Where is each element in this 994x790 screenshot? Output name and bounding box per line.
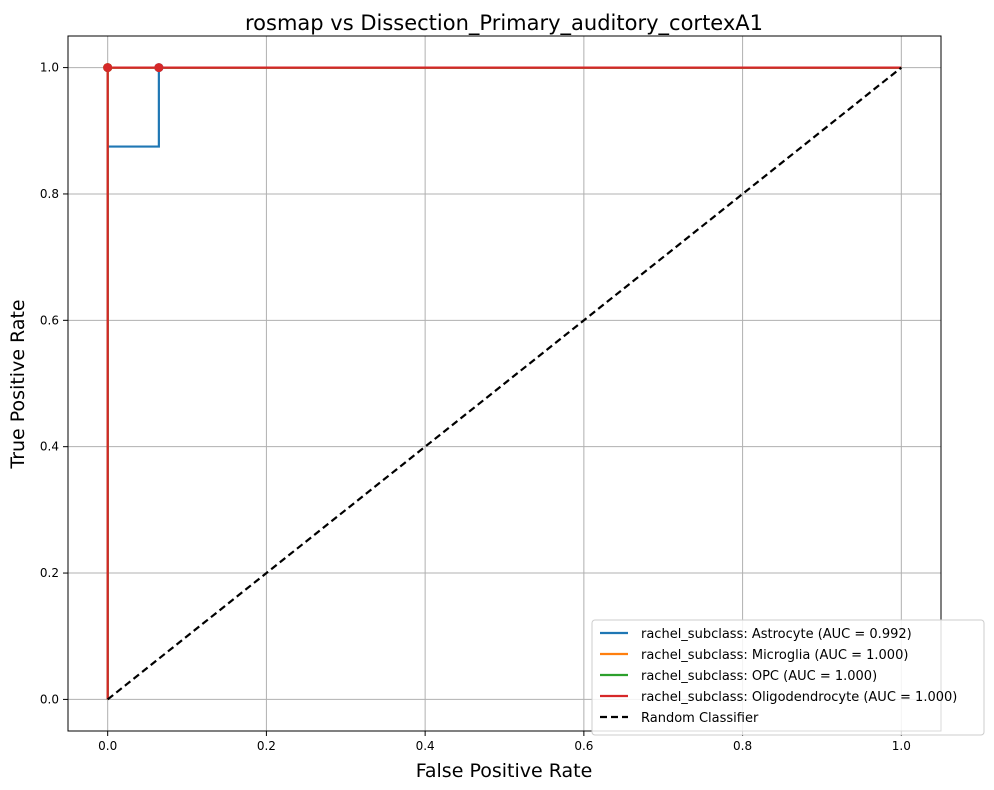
legend-entry-label: rachel_subclass: OPC (AUC = 1.000): [641, 669, 877, 684]
legend-box: [591, 619, 985, 736]
legend-entry-label: Random Classifier: [641, 711, 759, 726]
legend-entry-label: rachel_subclass: Oligodendrocyte (AUC = …: [641, 690, 957, 705]
plot-frame: [67, 35, 942, 732]
x-tick-label: 0.4: [416, 739, 435, 753]
y-tick-label: 0.8: [40, 187, 59, 201]
y-axis-title: True Positive Rate: [7, 299, 29, 469]
x-tick-label: 0.8: [733, 739, 752, 753]
chart-title: rosmap vs Dissection_Primary_auditory_co…: [245, 11, 763, 36]
y-tick-label: 0.6: [40, 313, 59, 327]
legend-entry-label: rachel_subclass: Astrocyte (AUC = 0.992): [641, 627, 912, 642]
x-tick-label: 0.0: [98, 739, 117, 753]
series-layer: [103, 63, 903, 701]
y-tick-label: 0.0: [40, 692, 59, 706]
x-axis-title: False Positive Rate: [416, 760, 593, 782]
series-marker-3: [154, 63, 164, 73]
ticks: 0.0 0.2 0.4 0.6 0.8 1.0 0.0 0.2 0.4 0.6 0.8 1.0: [40, 61, 911, 753]
series-line-4: [106, 66, 903, 701]
series-marker-3: [103, 63, 113, 73]
legend-entry-label: rachel_subclass: Microglia (AUC = 1.000): [641, 648, 908, 663]
legend: rachel_subclass: Astrocyte (AUC = 0.992)…: [591, 619, 985, 736]
y-tick-label: 0.4: [40, 440, 59, 454]
y-tick-label: 1.0: [40, 61, 59, 75]
y-tick-label: 0.2: [40, 566, 59, 580]
x-tick-label: 0.2: [257, 739, 276, 753]
x-tick-label: 0.6: [574, 739, 593, 753]
x-tick-label: 1.0: [892, 739, 911, 753]
